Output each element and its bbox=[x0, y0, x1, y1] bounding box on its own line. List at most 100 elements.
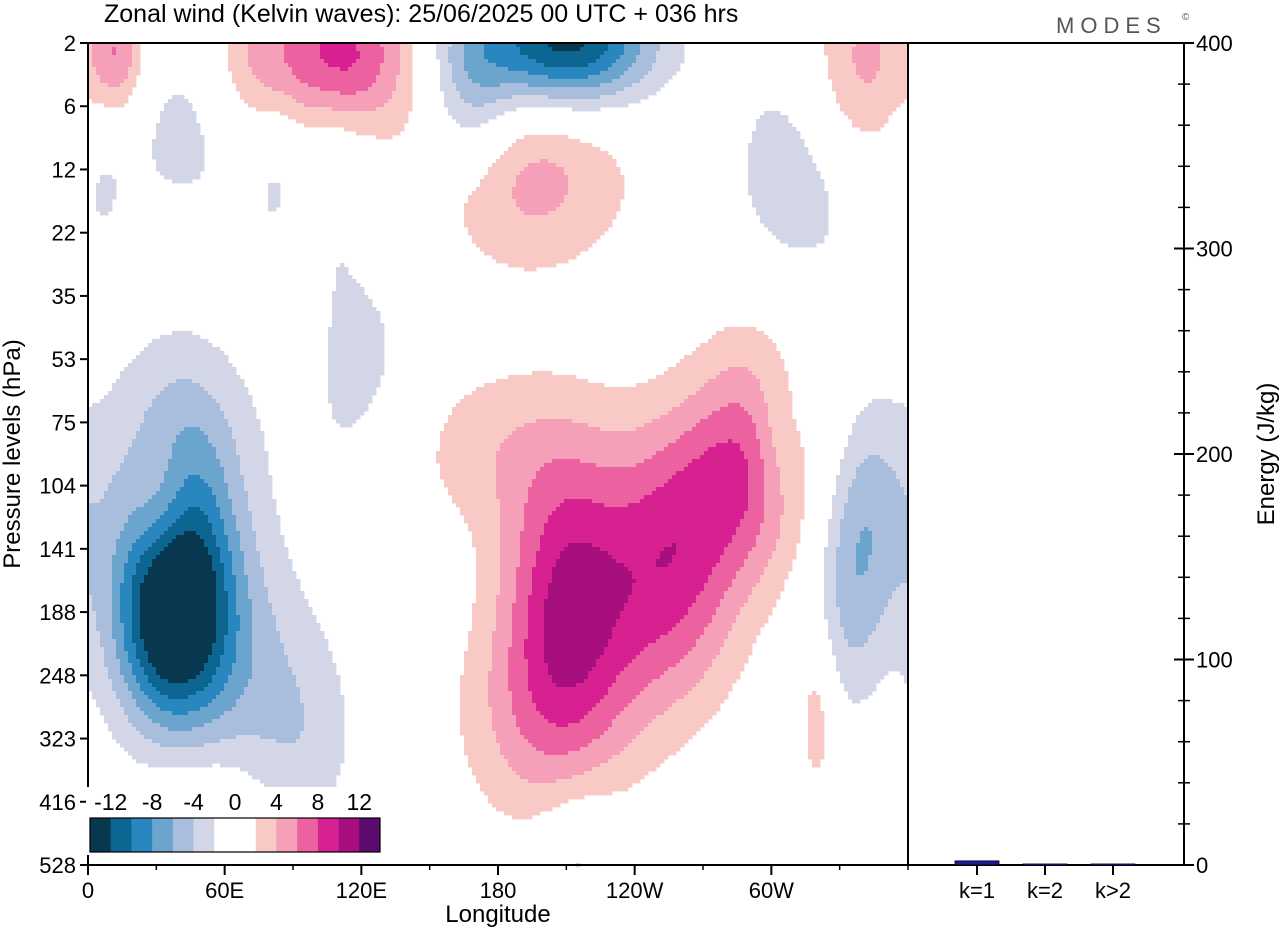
heatmap-cell bbox=[692, 371, 697, 376]
heatmap-cell bbox=[404, 43, 409, 48]
heatmap-cell bbox=[316, 87, 321, 92]
heatmap-cell bbox=[252, 91, 257, 96]
heatmap-cell bbox=[792, 215, 797, 220]
heatmap-cell bbox=[328, 339, 333, 344]
heatmap-cell bbox=[660, 67, 665, 72]
heatmap-cell bbox=[580, 235, 585, 240]
heatmap-cell bbox=[268, 71, 273, 76]
heatmap-cell bbox=[344, 363, 349, 368]
heatmap-cell bbox=[496, 191, 501, 196]
heatmap-cell bbox=[612, 175, 617, 180]
heatmap-cell bbox=[860, 47, 865, 52]
heatmap-cell bbox=[880, 91, 885, 96]
heatmap-cell bbox=[516, 243, 521, 248]
heatmap-cell bbox=[368, 87, 373, 92]
heatmap-cell bbox=[564, 103, 569, 108]
heatmap-cell bbox=[756, 191, 761, 196]
heatmap-cell bbox=[200, 147, 205, 152]
heatmap-cell bbox=[512, 263, 517, 268]
heatmap-cell bbox=[264, 55, 269, 60]
heatmap-cell bbox=[620, 51, 625, 56]
heatmap-cell bbox=[136, 59, 141, 64]
heatmap-cell bbox=[408, 91, 413, 96]
heatmap-cell bbox=[792, 239, 797, 244]
heatmap-cell bbox=[372, 107, 377, 112]
heatmap-cell bbox=[604, 47, 609, 52]
heatmap-cell bbox=[536, 199, 541, 204]
heatmap-cell bbox=[184, 359, 189, 364]
heatmap-cell bbox=[552, 215, 557, 220]
heatmap-cell bbox=[544, 207, 549, 212]
heatmap-cell bbox=[160, 367, 165, 372]
heatmap-cell bbox=[388, 131, 393, 136]
heatmap-cell bbox=[884, 91, 889, 96]
heatmap-cell bbox=[584, 63, 589, 68]
heatmap-cell bbox=[552, 43, 557, 48]
heatmap-cell bbox=[476, 111, 481, 116]
heatmap-cell bbox=[124, 83, 129, 88]
heatmap-cell bbox=[400, 111, 405, 116]
heatmap-cell bbox=[556, 99, 561, 104]
heatmap-cell bbox=[324, 87, 329, 92]
heatmap-cell bbox=[576, 195, 581, 200]
heatmap-cell bbox=[308, 63, 313, 68]
heatmap-cell bbox=[804, 167, 809, 172]
heatmap-cell bbox=[536, 163, 541, 168]
heatmap-cell bbox=[276, 55, 281, 60]
heatmap-cell bbox=[364, 355, 369, 360]
heatmap-cell bbox=[600, 103, 605, 108]
heatmap-cell bbox=[624, 47, 629, 52]
heatmap-cell bbox=[492, 175, 497, 180]
heatmap-cell bbox=[396, 67, 401, 72]
heatmap-cell bbox=[772, 135, 777, 140]
heatmap-cell bbox=[384, 79, 389, 84]
heatmap-cell bbox=[328, 75, 333, 80]
heatmap-cell bbox=[396, 99, 401, 104]
heatmap-cell bbox=[524, 239, 529, 244]
heatmap-cell bbox=[588, 207, 593, 212]
heatmap-cell bbox=[320, 107, 325, 112]
heatmap-cell bbox=[556, 195, 561, 200]
heatmap-cell bbox=[392, 99, 397, 104]
heatmap-cell bbox=[376, 323, 381, 328]
heatmap-cell bbox=[808, 235, 813, 240]
heatmap-cell bbox=[96, 207, 101, 212]
heatmap-cell bbox=[476, 43, 481, 48]
heatmap-cell bbox=[232, 43, 237, 48]
heatmap-cell bbox=[540, 43, 545, 48]
heatmap-cell bbox=[468, 111, 473, 116]
heatmap-cell bbox=[356, 115, 361, 120]
heatmap-cell bbox=[604, 191, 609, 196]
heatmap-cell bbox=[540, 211, 545, 216]
heatmap-cell bbox=[240, 51, 245, 56]
heatmap-cell bbox=[356, 323, 361, 328]
heatmap-cell bbox=[536, 211, 541, 216]
heatmap-cell bbox=[620, 187, 625, 192]
heatmap-cell bbox=[108, 75, 113, 80]
heatmap-cell bbox=[304, 59, 309, 64]
heatmap-cell bbox=[876, 103, 881, 108]
heatmap-cell bbox=[772, 363, 777, 368]
heatmap-cell bbox=[616, 87, 621, 92]
heatmap-cell bbox=[740, 371, 745, 376]
heatmap-cell bbox=[288, 83, 293, 88]
heatmap-cell bbox=[276, 183, 281, 188]
heatmap-cell bbox=[760, 131, 765, 136]
heatmap-cell bbox=[296, 99, 301, 104]
heatmap-cell bbox=[488, 227, 493, 232]
heatmap-cell bbox=[508, 243, 513, 248]
heatmap-cell bbox=[496, 235, 501, 240]
heatmap-cell bbox=[524, 99, 529, 104]
heatmap-cell bbox=[272, 59, 277, 64]
heatmap-cell bbox=[568, 211, 573, 216]
heatmap-cell bbox=[168, 143, 173, 148]
heatmap-cell bbox=[828, 63, 833, 68]
heatmap-cell bbox=[168, 375, 173, 380]
heatmap-cell bbox=[584, 59, 589, 64]
heatmap-cell bbox=[472, 191, 477, 196]
heatmap-cell bbox=[564, 87, 569, 92]
heatmap-cell bbox=[272, 183, 277, 188]
heatmap-cell bbox=[584, 211, 589, 216]
heatmap-cell bbox=[348, 91, 353, 96]
heatmap-cell bbox=[272, 75, 277, 80]
